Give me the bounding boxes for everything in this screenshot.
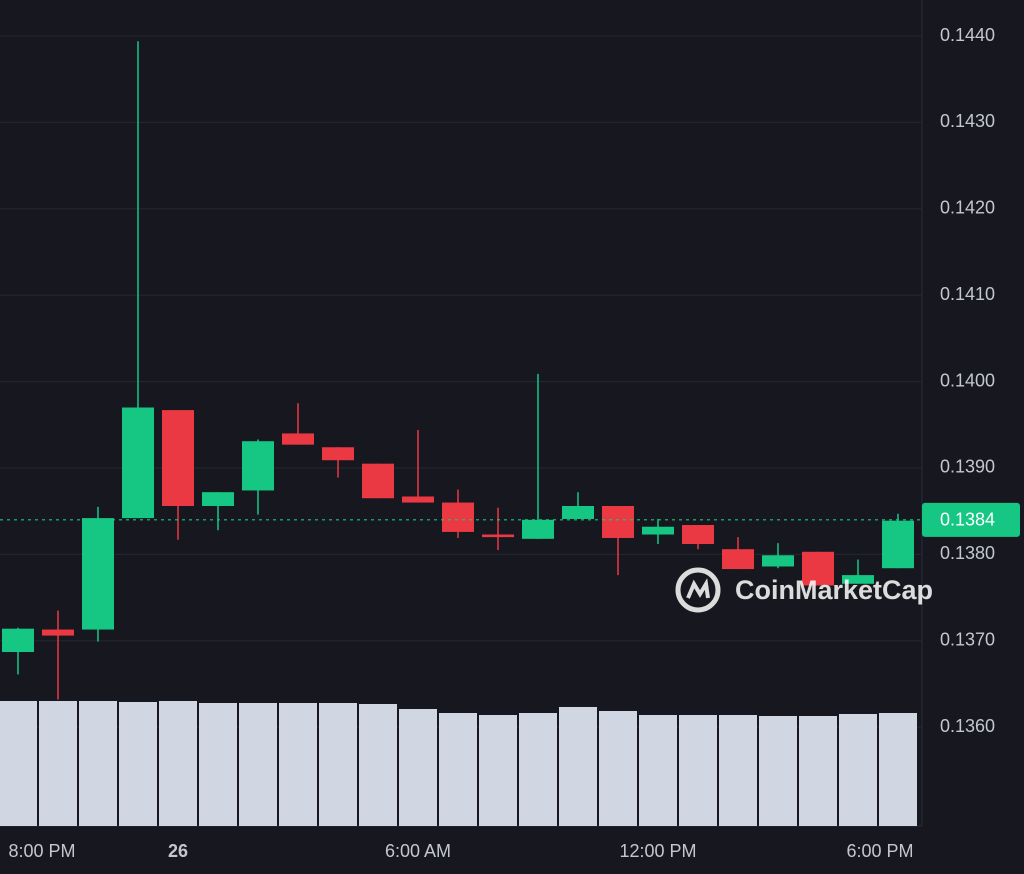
y-tick-label: 0.1410 [940,284,995,304]
volume-bar [39,701,77,826]
volume-bar [719,715,757,826]
watermark-text: CoinMarketCap [735,575,933,605]
volume-bar [159,701,197,826]
x-tick-label: 12:00 PM [619,841,696,861]
volume-bar [439,713,477,826]
candle-body [682,525,714,545]
candle-body [482,534,514,538]
volume-bar [399,709,437,826]
volume-bar [879,713,917,826]
watermark-logo [686,578,710,599]
volume-bar [599,711,637,826]
x-tick-label: 6:00 PM [846,841,913,861]
volume-bar [199,703,237,826]
x-tick-label: 26 [168,841,188,861]
candle-body [2,628,34,653]
candle-body [282,433,314,445]
volume-bar [679,715,717,826]
volume-bar [799,716,837,826]
candle-body [162,410,194,507]
candle-body [802,551,834,586]
y-tick-label: 0.1390 [940,457,995,477]
candle-body [322,447,354,461]
y-tick-label: 0.1440 [940,25,995,45]
volume-bar [319,703,357,826]
candle-body [602,506,634,538]
volume-bar [639,715,677,826]
candle-body [642,526,674,535]
volume-bar [479,715,517,826]
volume-bar [759,716,797,826]
volume-bar [119,702,157,826]
y-tick-label: 0.1380 [940,543,995,563]
volume-bar [519,713,557,826]
candle-body [82,518,114,630]
volume-bar [279,703,317,826]
candle-body [242,441,274,491]
volume-bar [839,714,877,826]
candle-body [762,555,794,567]
current-price-box [922,502,1020,537]
candle-body [882,520,914,569]
candle-body [402,496,434,503]
candle-body [362,463,394,499]
candle-body [562,506,594,519]
watermark: CoinMarketCap [675,567,933,613]
volume-bar [359,704,397,826]
x-tick-label: 6:00 AM [385,841,451,861]
x-tick-label: 8:00 PM [8,841,75,861]
candle-body [722,549,754,570]
candle-body [202,492,234,507]
y-tick-label: 0.1430 [940,111,995,131]
candle-body [442,502,474,532]
candle-body [122,407,154,519]
volume-bar [79,701,117,826]
current-price-label: 0.1384 [940,510,995,530]
y-tick-label: 0.1360 [940,716,995,736]
y-tick-label: 0.1400 [940,370,995,390]
candle-body [42,629,74,636]
y-tick-label: 0.1420 [940,198,995,218]
candle-body [842,575,874,584]
volume-bar [239,703,277,826]
y-tick-label: 0.1370 [940,630,995,650]
watermark-logo [675,567,721,613]
candle-body [522,519,554,539]
volume-bar [0,701,37,826]
volume-bar [559,707,597,826]
